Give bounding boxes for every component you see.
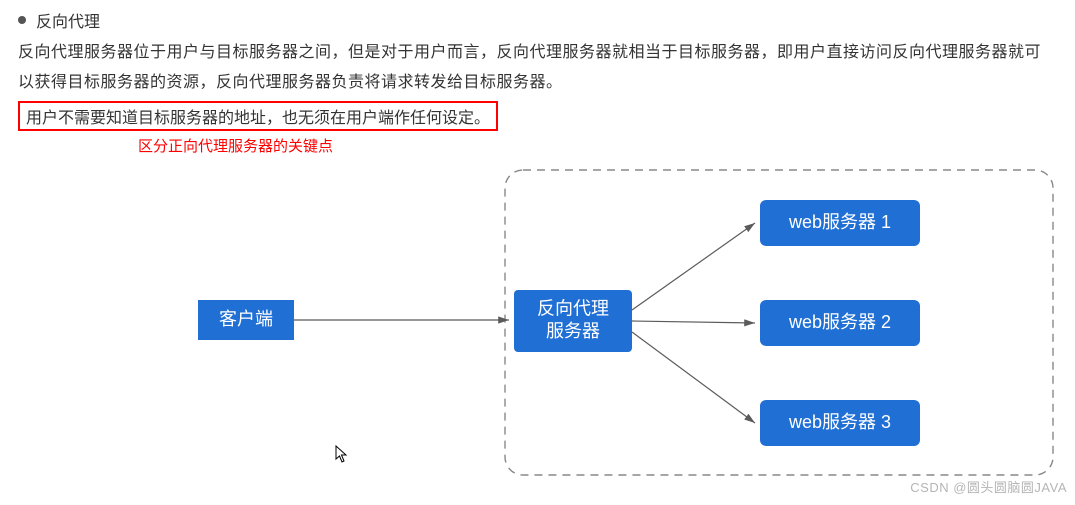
node-label-proxy: 服务器 [546, 321, 600, 341]
highlighted-sentence: 用户不需要知道目标服务器的地址，也无须在用户端作任何设定。 [18, 101, 498, 131]
node-label-web2: web服务器 2 [788, 312, 891, 332]
section-title: 反向代理 [36, 8, 100, 32]
watermark-text: CSDN @圆头圆脑圆JAVA [910, 477, 1067, 496]
edge-proxy-web2 [632, 321, 755, 323]
diagram-svg: 客户端 反向代理服务器 web服务器 1 web服务器 2 web服务器 3 [0, 160, 1075, 500]
edge-proxy-web3 [632, 332, 755, 423]
node-label-client: 客户端 [219, 309, 273, 329]
description-paragraph: 反向代理服务器位于用户与目标服务器之间，但是对于用户而言，反向代理服务器就相当于… [18, 38, 1057, 99]
mouse-cursor-icon [335, 445, 349, 468]
reverse-proxy-diagram: 客户端 反向代理服务器 web服务器 1 web服务器 2 web服务器 3 [0, 160, 1075, 500]
node-label-web1: web服务器 1 [788, 212, 891, 232]
key-point-hint: 区分正向代理服务器的关键点 [138, 135, 1057, 156]
node-label-proxy: 反向代理 [537, 299, 609, 319]
edge-proxy-web1 [632, 223, 755, 310]
bullet-icon [18, 16, 26, 24]
node-label-web3: web服务器 3 [788, 412, 891, 432]
